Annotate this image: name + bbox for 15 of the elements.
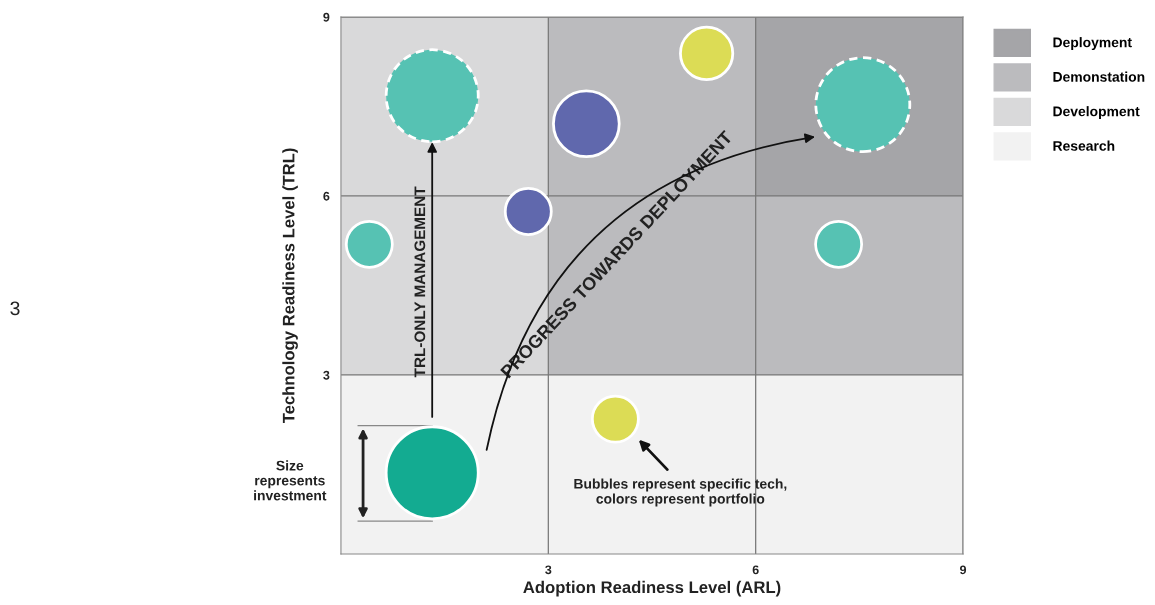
x-tick-label: 9	[960, 565, 967, 575]
y-tick-label: 6	[323, 191, 330, 201]
legend-label: Research	[1053, 140, 1115, 151]
y-tick-label: 9	[323, 12, 330, 22]
y-tick-label: 3	[323, 370, 330, 380]
y-axis-title: Technology Readiness Level (TRL)	[282, 148, 298, 424]
text: Size represents investment	[254, 460, 327, 501]
x-axis-title: Adoption Readiness Level (ARL)	[523, 580, 781, 597]
x-tick-label: 3	[545, 565, 552, 575]
legend-label: Demonstation	[1053, 71, 1145, 82]
x-tick-label: 6	[752, 565, 759, 575]
legend-label: Deployment	[1053, 37, 1132, 51]
text: 3	[10, 301, 20, 316]
annotation: TRL-ONLY MANAGEMENT	[414, 186, 426, 378]
legend-label: Development	[1053, 106, 1140, 120]
